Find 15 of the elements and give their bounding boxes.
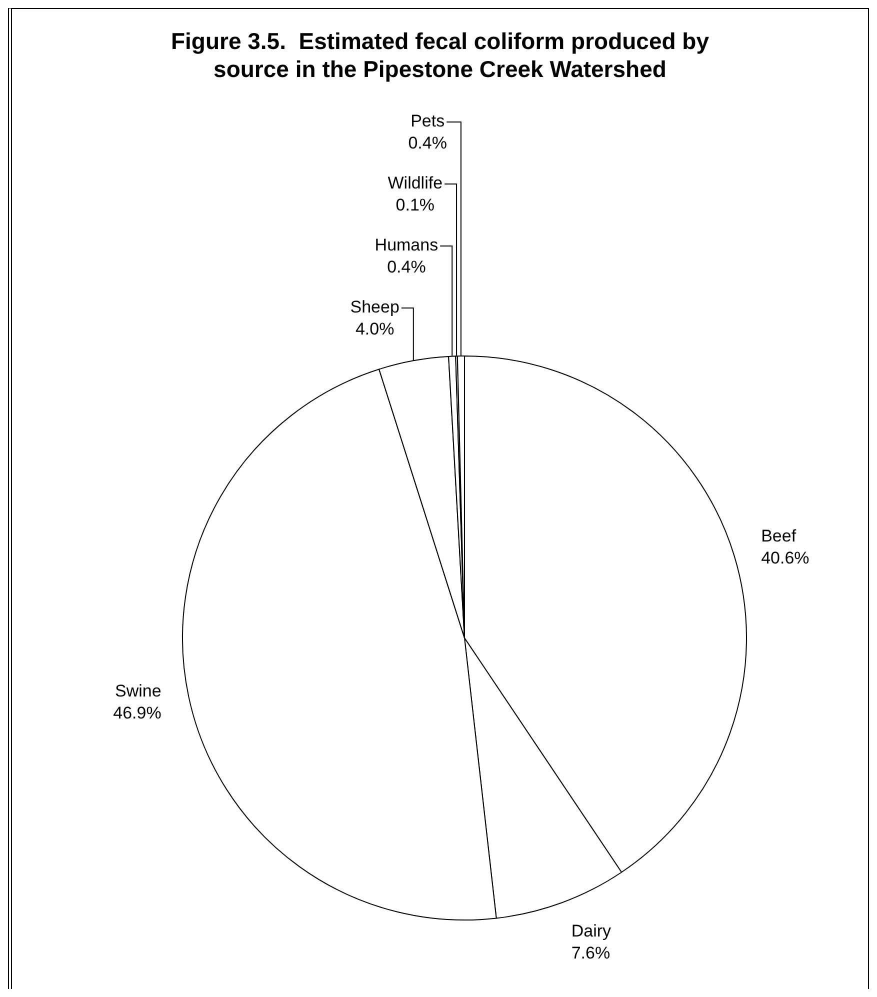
data-label: 46.9% [113,703,162,722]
slice-label: Dairy [571,922,612,941]
data-label: 0.4% [387,258,426,277]
data-label: 0.1% [396,196,435,215]
slice-label: Beef [761,526,796,546]
chart-title: Figure 3.5. Estimated fecal coliform produced by source in the Pipestone Creek Watershed [170,27,710,83]
slice-label: Pets [410,112,445,131]
data-label: 7.6% [571,944,610,963]
data-label: 4.0% [355,320,394,339]
slice-label: Swine [115,681,162,700]
data-label: 0.4% [408,134,447,153]
slice-label: Humans [374,236,438,255]
slice-label: Wildlife [388,174,443,193]
data-label: 40.6% [761,548,810,568]
slice-label: Sheep [350,298,400,317]
